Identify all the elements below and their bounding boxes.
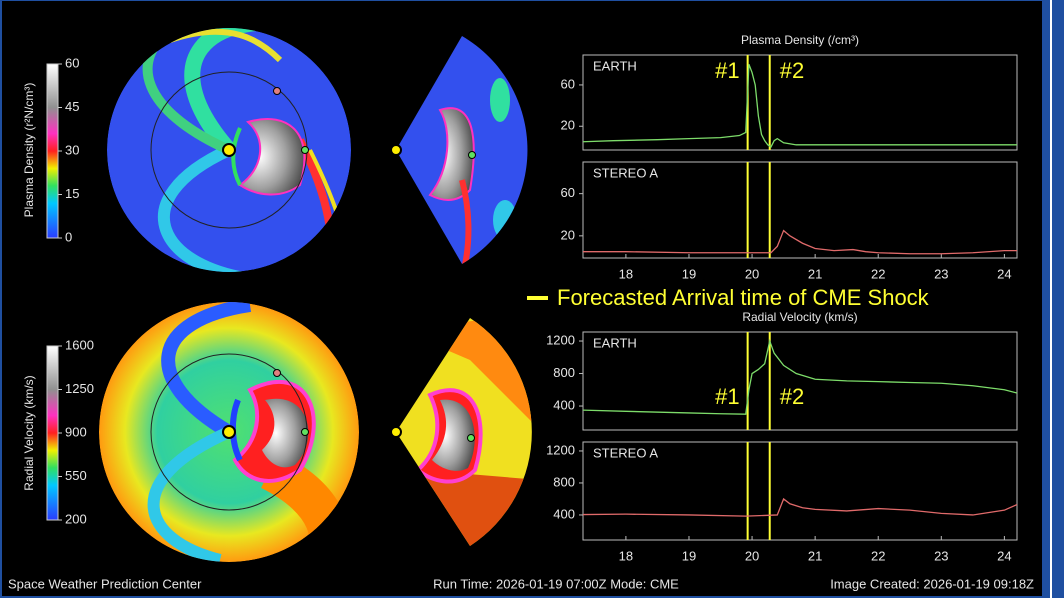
y-tick-label: 20 — [561, 118, 575, 133]
x-tick-label: 18 — [619, 548, 633, 563]
earth-dot — [302, 429, 309, 436]
colorbar-tick-label: 200 — [65, 511, 87, 526]
colorbar-tick-label: 30 — [65, 142, 79, 157]
colorbar-tick-label: 15 — [65, 186, 79, 201]
series-label: EARTH — [593, 335, 637, 350]
colorbar — [47, 346, 58, 520]
series-label: STEREO A — [593, 445, 658, 460]
colorbar-tick-label: 0 — [65, 229, 72, 244]
x-tick-label: 24 — [997, 266, 1011, 281]
x-tick-label: 21 — [808, 548, 822, 563]
y-tick-label: 400 — [553, 397, 575, 412]
y-tick-label: 800 — [553, 474, 575, 489]
x-tick-label: 18 — [619, 266, 633, 281]
annotation: Forecasted Arrival time of CME Shock — [557, 285, 930, 310]
sun — [223, 426, 235, 438]
colorbar-label: Radial Velocity (km/s) — [22, 375, 36, 490]
colorbar-tick-label: 900 — [65, 424, 87, 439]
colorbar-label: Plasma Density (r²N/cm³) — [22, 83, 36, 218]
x-tick-label: 19 — [682, 266, 696, 281]
x-tick-label: 23 — [934, 266, 948, 281]
shock-label: #2 — [780, 384, 804, 409]
sun — [391, 145, 401, 155]
y-tick-label: 400 — [553, 506, 575, 521]
y-tick-label: 20 — [561, 227, 575, 242]
shock-label: #1 — [715, 384, 739, 409]
x-tick-label: 24 — [997, 548, 1011, 563]
x-tick-label: 20 — [745, 548, 759, 563]
colorbar-tick-label: 1250 — [65, 381, 94, 396]
y-tick-label: 1200 — [546, 442, 575, 457]
x-tick-label: 19 — [682, 548, 696, 563]
y-tick-label: 800 — [553, 365, 575, 380]
y-tick-label: 60 — [561, 76, 575, 91]
colorbar-tick-label: 1600 — [65, 337, 94, 352]
side-strip — [1042, 0, 1064, 598]
shock-label: #2 — [780, 58, 804, 83]
series-label: STEREO A — [593, 165, 658, 180]
footer-right: Image Created: 2026-01-19 09:18Z — [830, 576, 1034, 591]
series-label: EARTH — [593, 58, 637, 73]
sun — [223, 144, 235, 156]
earth-dot — [302, 147, 309, 154]
shock-label: #1 — [715, 58, 739, 83]
page: Forecasted Arrival time of CME Shock Spa… — [0, 0, 1064, 598]
stereo-dot — [274, 370, 281, 377]
screenshot: Forecasted Arrival time of CME Shock Spa… — [0, 0, 1064, 598]
x-tick-label: 23 — [934, 548, 948, 563]
colorbar — [47, 64, 58, 238]
chart-title: Plasma Density (/cm³) — [741, 33, 859, 47]
y-tick-label: 1200 — [546, 332, 575, 347]
x-tick-label: 22 — [871, 266, 885, 281]
colorbar-tick-label: 60 — [65, 55, 79, 70]
x-tick-label: 21 — [808, 266, 822, 281]
footer-left: Space Weather Prediction Center — [8, 576, 202, 591]
y-tick-label: 60 — [561, 185, 575, 200]
earth-dot — [468, 435, 475, 442]
x-tick-label: 22 — [871, 548, 885, 563]
chart-title: Radial Velocity (km/s) — [742, 310, 857, 324]
colorbar-tick-label: 45 — [65, 99, 79, 114]
colorbar-tick-label: 550 — [65, 468, 87, 483]
footer-center: Run Time: 2026-01-19 07:00Z Mode: CME — [433, 576, 679, 591]
x-tick-label: 20 — [745, 266, 759, 281]
earth-dot — [469, 152, 476, 159]
sun — [391, 427, 401, 437]
stereo-dot — [274, 88, 281, 95]
